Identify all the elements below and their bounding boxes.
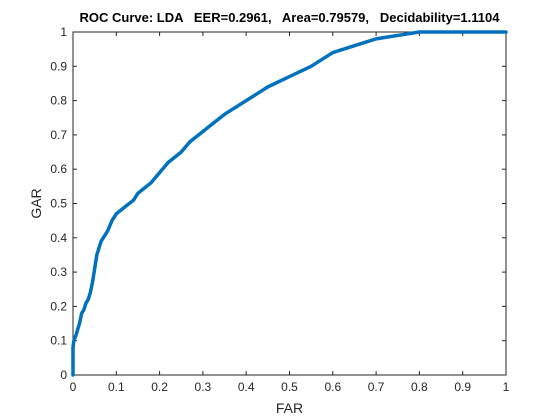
x-tick-label: 0.4 [238, 380, 255, 394]
y-tick-label: 0.8 [50, 94, 67, 108]
y-tick-label: 0.4 [50, 231, 67, 245]
y-tick-label: 0.3 [50, 265, 67, 279]
title-layer: ROC Curve: LDA EER=0.2961, Area=0.79579,… [80, 10, 501, 25]
series-layer [71, 30, 508, 377]
y-tick-label: 0.7 [50, 128, 67, 142]
x-tick-label: 0.1 [108, 380, 125, 394]
y-tick-label: 0.5 [50, 197, 67, 211]
y-tick-label: 0.6 [50, 162, 67, 176]
x-tick-label: 0 [70, 380, 77, 394]
roc-curve-line [71, 30, 508, 377]
x-tick-label: 1 [503, 380, 510, 394]
x-tick-label: 0.7 [368, 380, 385, 394]
ticks-layer: 0 0.1 0.2 0.3 0.4 0.5 0.6 0.7 0.8 0.9 1 0 0.1 0.2 0.3 0… [50, 25, 509, 394]
y-tick-label: 0.1 [50, 334, 67, 348]
x-tick-label: 0.5 [281, 380, 298, 394]
y-tick-label: 0.9 [50, 59, 67, 73]
y-tick-label: 0 [60, 368, 67, 382]
plot-area-box [72, 31, 507, 376]
y-axis-label: GAR [28, 188, 44, 218]
y-tick-label: 1 [60, 25, 67, 39]
x-tick-label: 0.2 [151, 380, 168, 394]
y-tick-label: 0.2 [50, 299, 67, 313]
x-tick-label: 0.6 [324, 380, 341, 394]
x-axis-label: FAR [276, 400, 303, 416]
chart-title: ROC Curve: LDA EER=0.2961, Area=0.79579,… [80, 10, 501, 25]
axes-layer [72, 31, 507, 376]
x-tick-label: 0.9 [454, 380, 471, 394]
x-tick-label: 0.3 [195, 380, 212, 394]
labels-layer: FAR GAR [28, 188, 303, 416]
x-tick-label: 0.8 [411, 380, 428, 394]
